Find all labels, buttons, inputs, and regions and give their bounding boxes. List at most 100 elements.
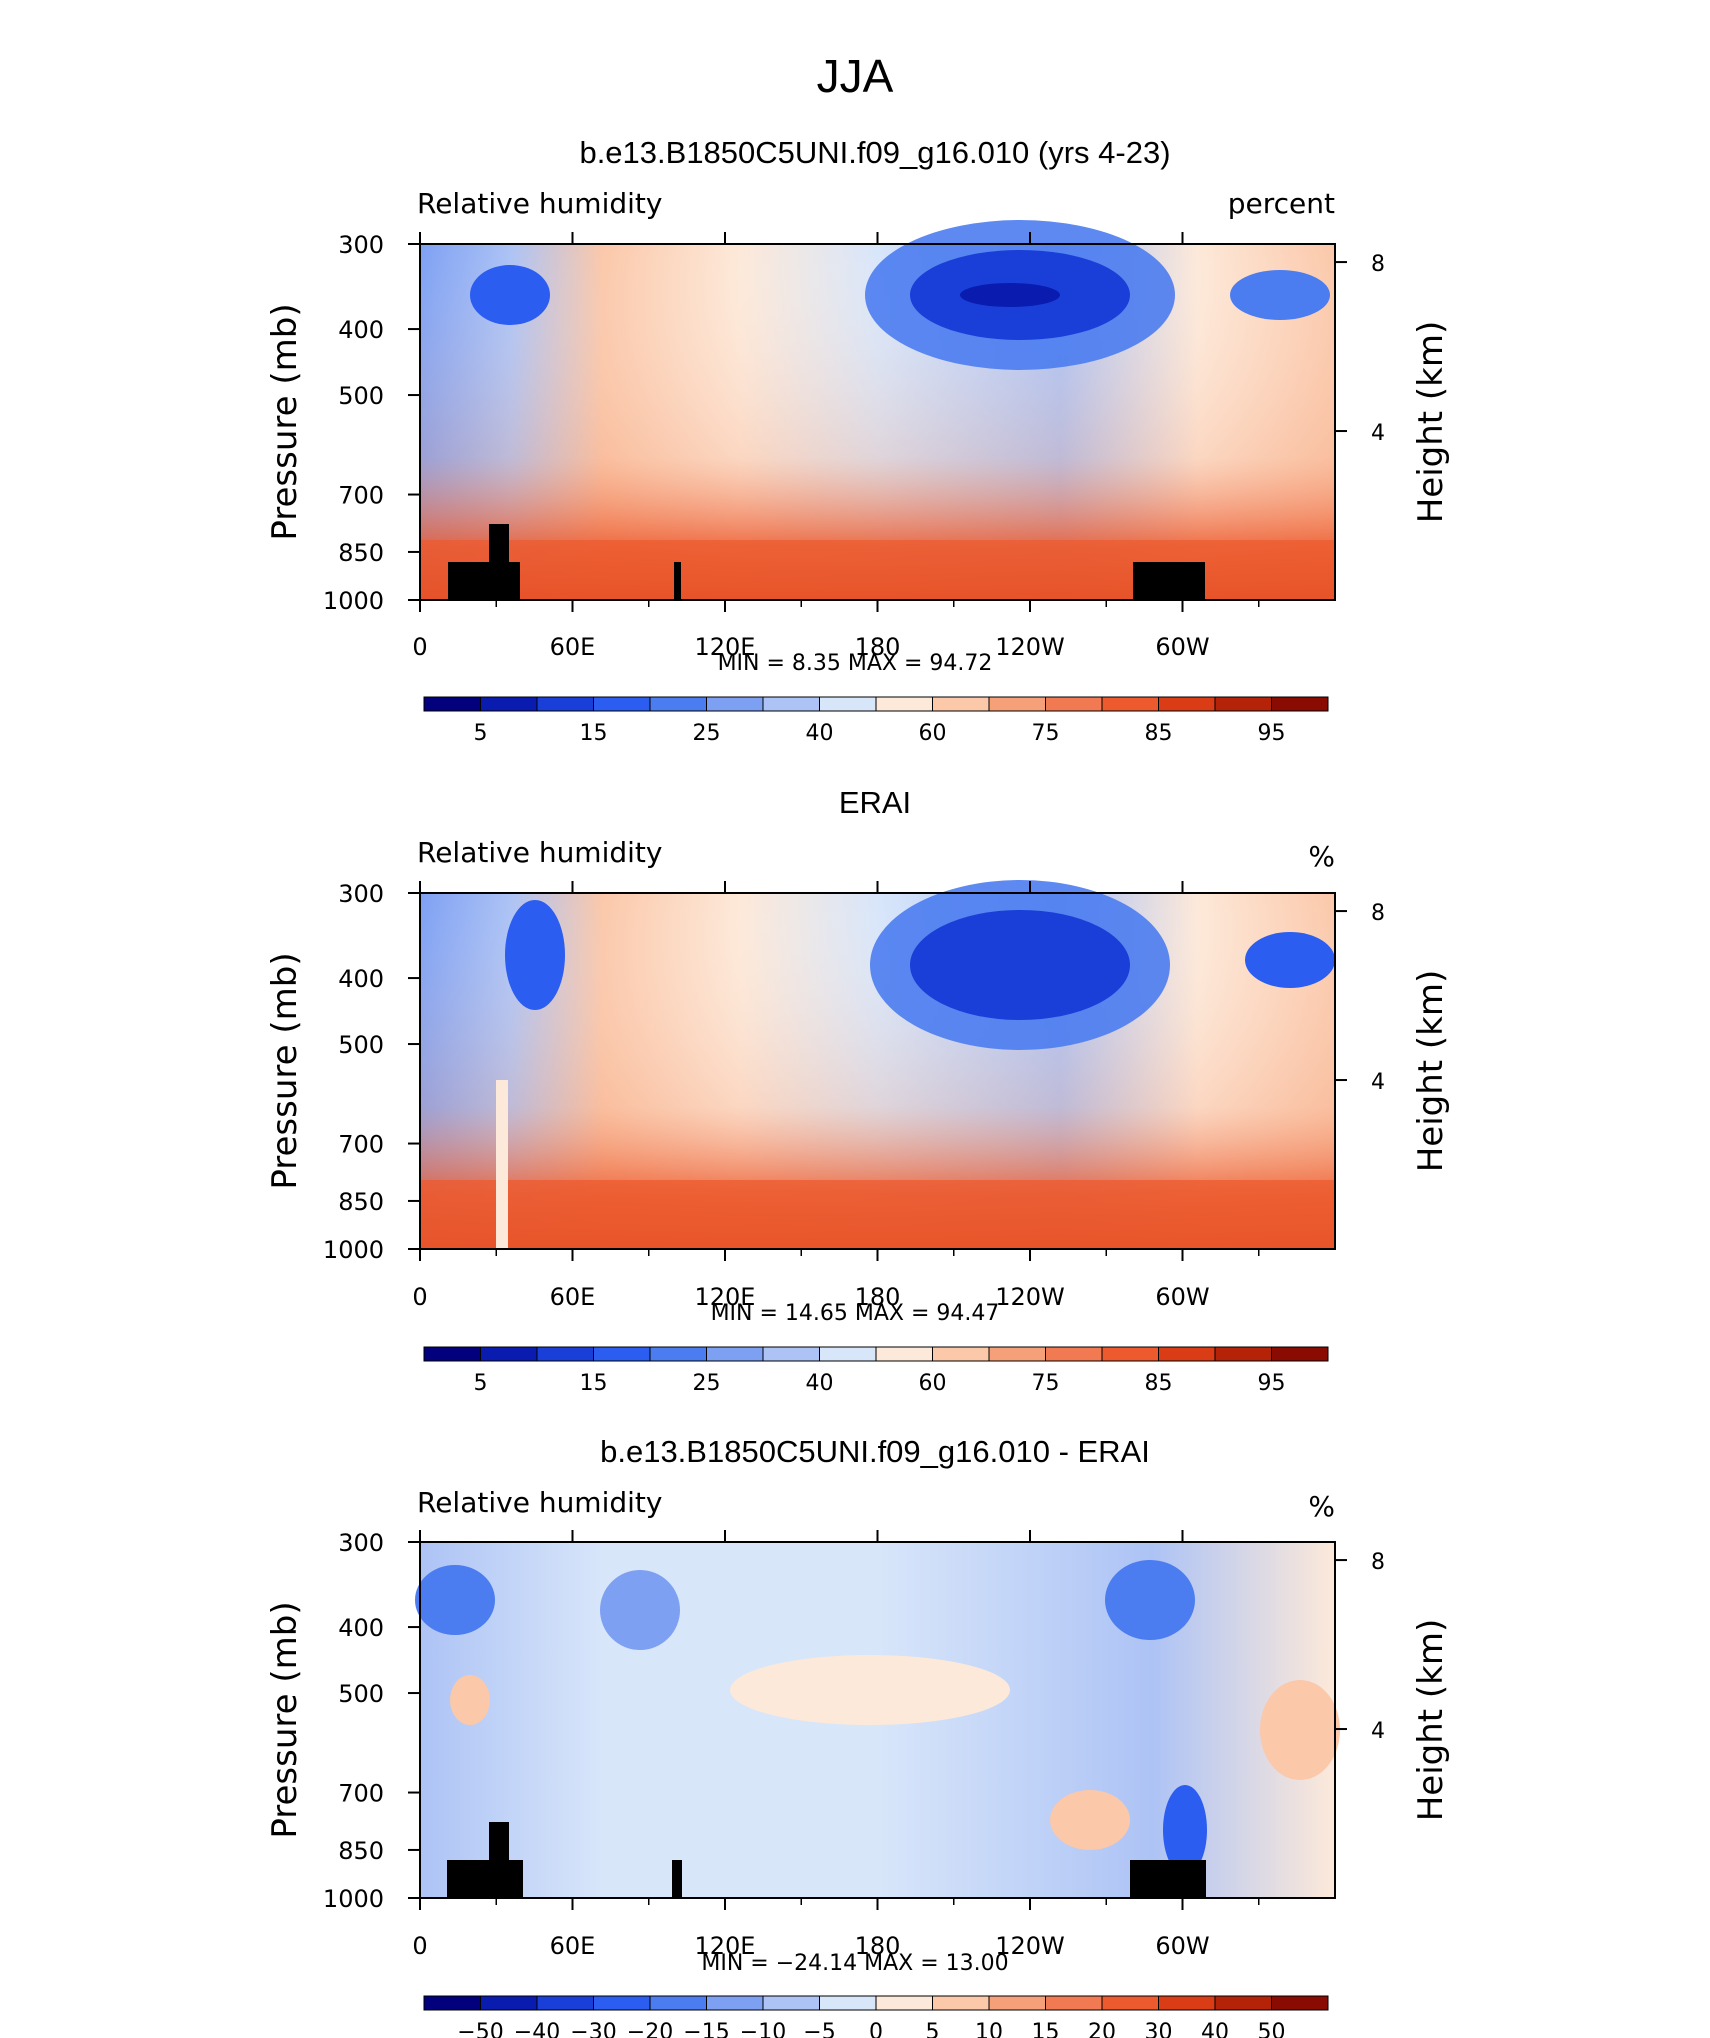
min-max-stats: MIN = −24.14 MAX = 13.00: [701, 1951, 1008, 1976]
colorbar-label: 85: [1145, 721, 1173, 746]
colorbar-label: 10: [975, 2020, 1003, 2038]
colorbar-bin: [1045, 1346, 1103, 1362]
y-axis-label: Pressure (mb): [265, 303, 305, 540]
y-tick-label: 850: [338, 539, 384, 567]
y-tick-label: 300: [338, 231, 384, 259]
x-tick-label: 180: [855, 633, 901, 661]
y-tick-label: 400: [338, 965, 384, 993]
colorbar-label: 25: [693, 1371, 721, 1396]
colorbar-bin: [536, 696, 594, 712]
y-tick-label: 500: [338, 1680, 384, 1708]
colorbar-bin: [1158, 1346, 1216, 1362]
colorbar-label: −50: [457, 2020, 503, 2038]
colorbar-label: −15: [683, 2020, 729, 2038]
colorbar-label: 95: [1258, 1371, 1286, 1396]
colorbar-label: −10: [740, 2020, 786, 2038]
x-tick-label: 120E: [695, 1932, 756, 1960]
colorbar-bin: [1214, 696, 1272, 712]
colorbar-bin: [819, 1995, 877, 2011]
colorbar-bin: [988, 1346, 1046, 1362]
y-tick-label: 500: [338, 382, 384, 410]
x-tick-label: 120W: [995, 1283, 1065, 1311]
y-tick-label: 850: [338, 1188, 384, 1216]
colorbar-bin: [762, 696, 820, 712]
x-tick-label: 0: [412, 633, 427, 661]
colorbar-bin: [706, 696, 764, 712]
colorbar-label: 75: [1032, 1371, 1060, 1396]
colorbar-bin: [1271, 696, 1329, 712]
colorbar-label: 15: [580, 1371, 608, 1396]
panel-model: b.e13.B1850C5UNI.f09_g16.010 (yrs 4-23) …: [417, 135, 1335, 600]
colorbar-label: −20: [627, 2020, 673, 2038]
colorbar-label: 30: [1145, 2020, 1173, 2038]
y-right-tick-label: 4: [1371, 1070, 1385, 1095]
colorbar-bin: [423, 1995, 481, 2011]
y-tick-label: 400: [338, 1614, 384, 1642]
colorbar-bin: [1101, 1995, 1159, 2011]
colorbar-bin: [593, 1346, 651, 1362]
colorbar-bin: [875, 1995, 933, 2011]
y-right-tick-label: 8: [1371, 252, 1385, 277]
colorbar-label: 5: [474, 721, 488, 746]
colorbar-bin: [1045, 1995, 1103, 2011]
y-axis-label-right: Height (km): [1411, 970, 1451, 1173]
panel-observations: ERAI Relative humidity %: [417, 785, 1335, 1249]
min-max-stats: MIN = 14.65 MAX = 94.47: [711, 1301, 1000, 1326]
x-tick-label: 180: [855, 1932, 901, 1960]
x-tick-label: 60E: [550, 1932, 596, 1960]
x-tick-label: 60E: [550, 1283, 596, 1311]
variable-label: Relative humidity: [417, 1486, 662, 1519]
panel-difference: b.e13.B1850C5UNI.f09_g16.010 - ERAI Rela…: [415, 1434, 1340, 1898]
panel-title: b.e13.B1850C5UNI.f09_g16.010 (yrs 4-23): [579, 135, 1170, 170]
y-tick-label: 850: [338, 1837, 384, 1865]
colorbar-label: 5: [474, 1371, 488, 1396]
x-tick-label: 60W: [1155, 1283, 1209, 1311]
colorbar-bin: [1271, 1346, 1329, 1362]
y-right-tick-label: 4: [1371, 1719, 1385, 1744]
plot-area: [420, 220, 1335, 600]
y-axis-label-right: Height (km): [1411, 321, 1451, 524]
variable-label: Relative humidity: [417, 187, 662, 220]
y-tick-label: 500: [338, 1031, 384, 1059]
colorbar-bin: [1045, 696, 1103, 712]
colorbar-bin: [932, 1346, 990, 1362]
colorbar-bin: [875, 696, 933, 712]
colorbar-bin: [875, 1346, 933, 1362]
topography: [448, 524, 1205, 600]
x-tick-label: 120E: [695, 633, 756, 661]
y-right-tick-label: 4: [1371, 421, 1385, 446]
x-tick-label: 120E: [695, 1283, 756, 1311]
x-tick-label: 60E: [550, 633, 596, 661]
colorbar-label: −40: [514, 2020, 560, 2038]
colorbar-bin: [1271, 1995, 1329, 2011]
colorbar-label: −30: [570, 2020, 616, 2038]
colorbar-bin: [1214, 1995, 1272, 2011]
y-right-tick-label: 8: [1371, 901, 1385, 926]
units-label: percent: [1228, 187, 1335, 220]
colorbar-bin: [480, 1995, 538, 2011]
colorbar-bin: [423, 1346, 481, 1362]
colorbar-label: 40: [806, 1371, 834, 1396]
colorbar-label: 5: [926, 2020, 940, 2038]
colorbar-bin: [1214, 1346, 1272, 1362]
colorbar-label: 15: [580, 721, 608, 746]
colorbar-bin: [932, 696, 990, 712]
colorbar-bin: [1101, 1346, 1159, 1362]
colorbar-bin: [480, 696, 538, 712]
colorbar-bin: [1101, 696, 1159, 712]
x-tick-label: 0: [412, 1283, 427, 1311]
colorbar-label: 25: [693, 721, 721, 746]
colorbar-bin: [649, 1995, 707, 2011]
x-tick-label: 60W: [1155, 633, 1209, 661]
y-tick-label: 700: [338, 482, 384, 510]
colorbar-bin: [536, 1346, 594, 1362]
y-tick-label: 300: [338, 880, 384, 908]
colorbar-label: 20: [1088, 2020, 1116, 2038]
x-tick-label: 120W: [995, 633, 1065, 661]
panel-title: ERAI: [839, 785, 911, 820]
y-axis-label-right: Height (km): [1411, 1619, 1451, 1822]
x-tick-label: 60W: [1155, 1932, 1209, 1960]
y-tick-label: 700: [338, 1780, 384, 1808]
y-axis-label: Pressure (mb): [265, 952, 305, 1189]
